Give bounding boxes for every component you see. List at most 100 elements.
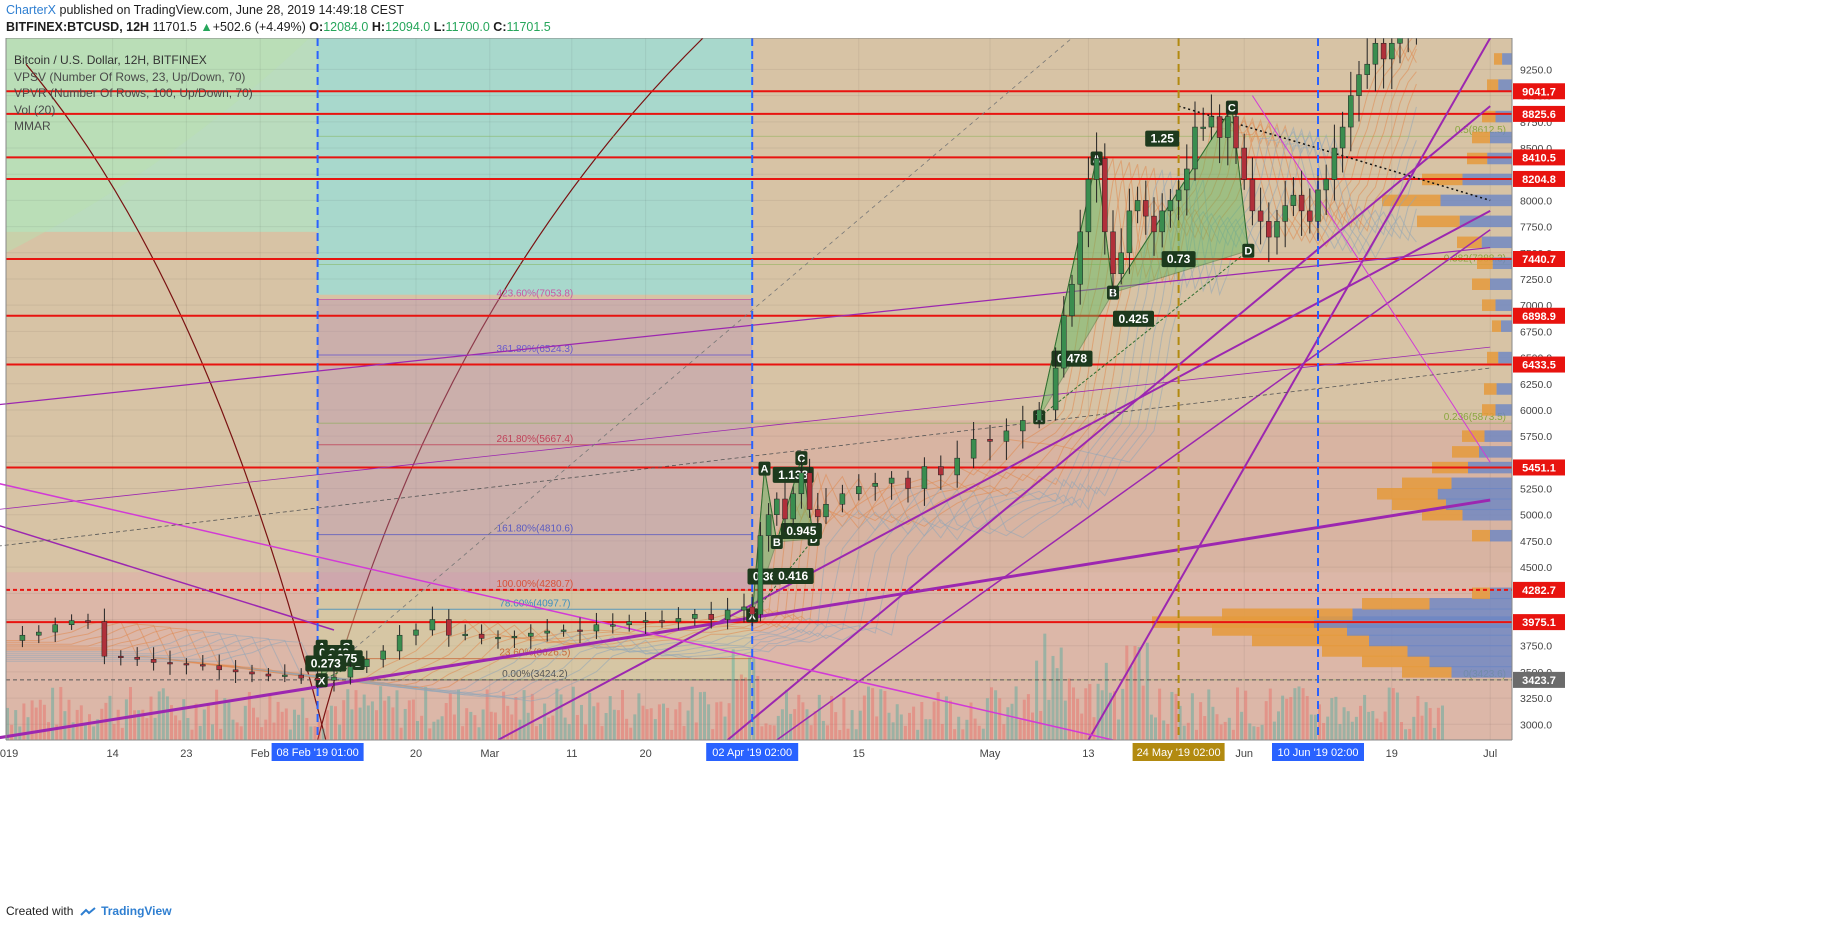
volume-profile-bar [1472, 278, 1490, 290]
price-level-tag-label: 3975.1 [1522, 617, 1556, 629]
candle-body [1184, 168, 1190, 191]
volume-bar [1215, 714, 1219, 740]
candle-body [478, 633, 485, 639]
price-level-tag: 5451.1 [1513, 459, 1565, 476]
tradingview-brand-link[interactable]: TradingView [101, 904, 172, 918]
mmar-ribbon [6, 38, 1417, 702]
pattern-point-box [1242, 243, 1255, 258]
fib-extension-label: 161.80%(4810.6) [497, 524, 574, 535]
volume-bar [1322, 722, 1326, 740]
volume-bar [403, 708, 407, 740]
volume-bar [514, 697, 518, 740]
volume-bar [1281, 695, 1285, 740]
candle-body [1003, 430, 1010, 442]
candle-body [314, 677, 321, 681]
pattern-point-X: X [315, 673, 328, 688]
high-label: H: [371, 20, 386, 34]
volume-profile [1152, 53, 1512, 678]
candle-body [806, 472, 813, 510]
candle-body [1216, 116, 1223, 138]
volume-bar [1301, 688, 1305, 740]
last-price-tag-bg [1513, 671, 1565, 688]
volume-bar [793, 709, 797, 740]
volume-bar [1072, 687, 1075, 740]
volume-bar [1346, 711, 1350, 740]
volume-bar [1305, 696, 1309, 740]
volume-bar [231, 719, 235, 740]
date-marker-tag-bg [1272, 743, 1364, 761]
volume-bar [334, 706, 337, 740]
trendline-magenta [0, 483, 1114, 741]
volume-bar [469, 711, 473, 740]
volume-profile-bar [1472, 587, 1490, 600]
volume-profile-bar [1482, 110, 1496, 123]
volume-bar [165, 696, 169, 740]
candle-body [610, 624, 616, 627]
candle-body [1282, 205, 1288, 222]
volume-bar [55, 724, 59, 740]
volume-bar [391, 707, 395, 740]
pattern-ratio: 0.945 [780, 522, 822, 539]
legend-vpvr[interactable]: VPVR (Number Of Rows, 100, Up/Down, 70) [14, 86, 253, 100]
volume-bar [1199, 702, 1203, 740]
volume-bar [1117, 719, 1121, 740]
volume-bar [1338, 723, 1342, 740]
candle-body [1339, 126, 1346, 149]
date-marker-tag-label: 24 May '19 02:00 [1137, 747, 1221, 759]
candle-body [938, 466, 944, 476]
volume-bar [715, 702, 719, 740]
time-tick-label: May [980, 748, 1001, 760]
volume-bar [1231, 729, 1235, 740]
volume-bar [940, 723, 944, 740]
legend-vol[interactable]: Vol (20) [14, 102, 56, 117]
volume-bar [686, 710, 690, 740]
volume-bar [153, 717, 157, 740]
volume-bar [842, 697, 846, 740]
volume-bar [944, 696, 948, 740]
volume-bar [592, 706, 596, 740]
pattern-point-box [795, 451, 808, 466]
volume-bar [719, 701, 723, 740]
volume-bar [116, 709, 120, 740]
volume-bar [313, 726, 317, 740]
legend-vpsv[interactable]: VPSV (Number Of Rows, 23, Up/Down, 70) [14, 69, 246, 84]
volume-profile-bar [1487, 152, 1512, 165]
pattern-point-box [315, 673, 328, 688]
volume-bar [772, 725, 776, 740]
volume-bar [867, 686, 870, 740]
fib-extension-label: 423.60%(7053.8) [497, 289, 574, 300]
volume-bar [38, 699, 42, 740]
volume-bar [1195, 729, 1198, 740]
price-level-tag-bg [1513, 356, 1565, 373]
volume-bar [1088, 684, 1092, 740]
volume-bar [723, 716, 727, 740]
volume-bar [969, 702, 973, 740]
candle-body [68, 620, 75, 625]
volume-bar [6, 707, 9, 740]
legend-mmar[interactable]: MMAR [14, 119, 51, 133]
volume-bar [34, 707, 38, 740]
author-link[interactable]: CharterX [6, 3, 57, 17]
volume-bar [1412, 716, 1416, 740]
volume-bar [71, 722, 75, 740]
time-tick-label: 2019 [0, 748, 18, 760]
pattern-point-box [1225, 100, 1238, 115]
volume-bar [612, 709, 616, 740]
symbol-name[interactable]: BITFINEX:BTCUSD, 12H [6, 20, 150, 34]
open-value: 12084.0 [323, 20, 369, 34]
volume-bar [51, 687, 55, 740]
volume-profile-bar [1479, 446, 1512, 458]
price-level-tag-label: 5451.1 [1522, 462, 1556, 474]
candle-body [1126, 210, 1133, 254]
volume-bar [432, 721, 436, 740]
legend-main[interactable]: Bitcoin / U.S. Dollar, 12H, BITFINEX [14, 53, 207, 67]
volume-bar [526, 712, 530, 740]
created-with-text: Created with [6, 904, 74, 918]
price-chart[interactable]: 423.60%(7053.8) 361.80%(6524.3) 261.80%(56… [0, 38, 1828, 898]
price-tick-label: 6000.0 [1520, 405, 1552, 417]
volume-bar [1166, 723, 1170, 740]
volume-profile-bar [1446, 498, 1512, 511]
volume-bar [186, 717, 190, 740]
volume-bar [883, 690, 887, 740]
candle-body [1085, 179, 1092, 233]
